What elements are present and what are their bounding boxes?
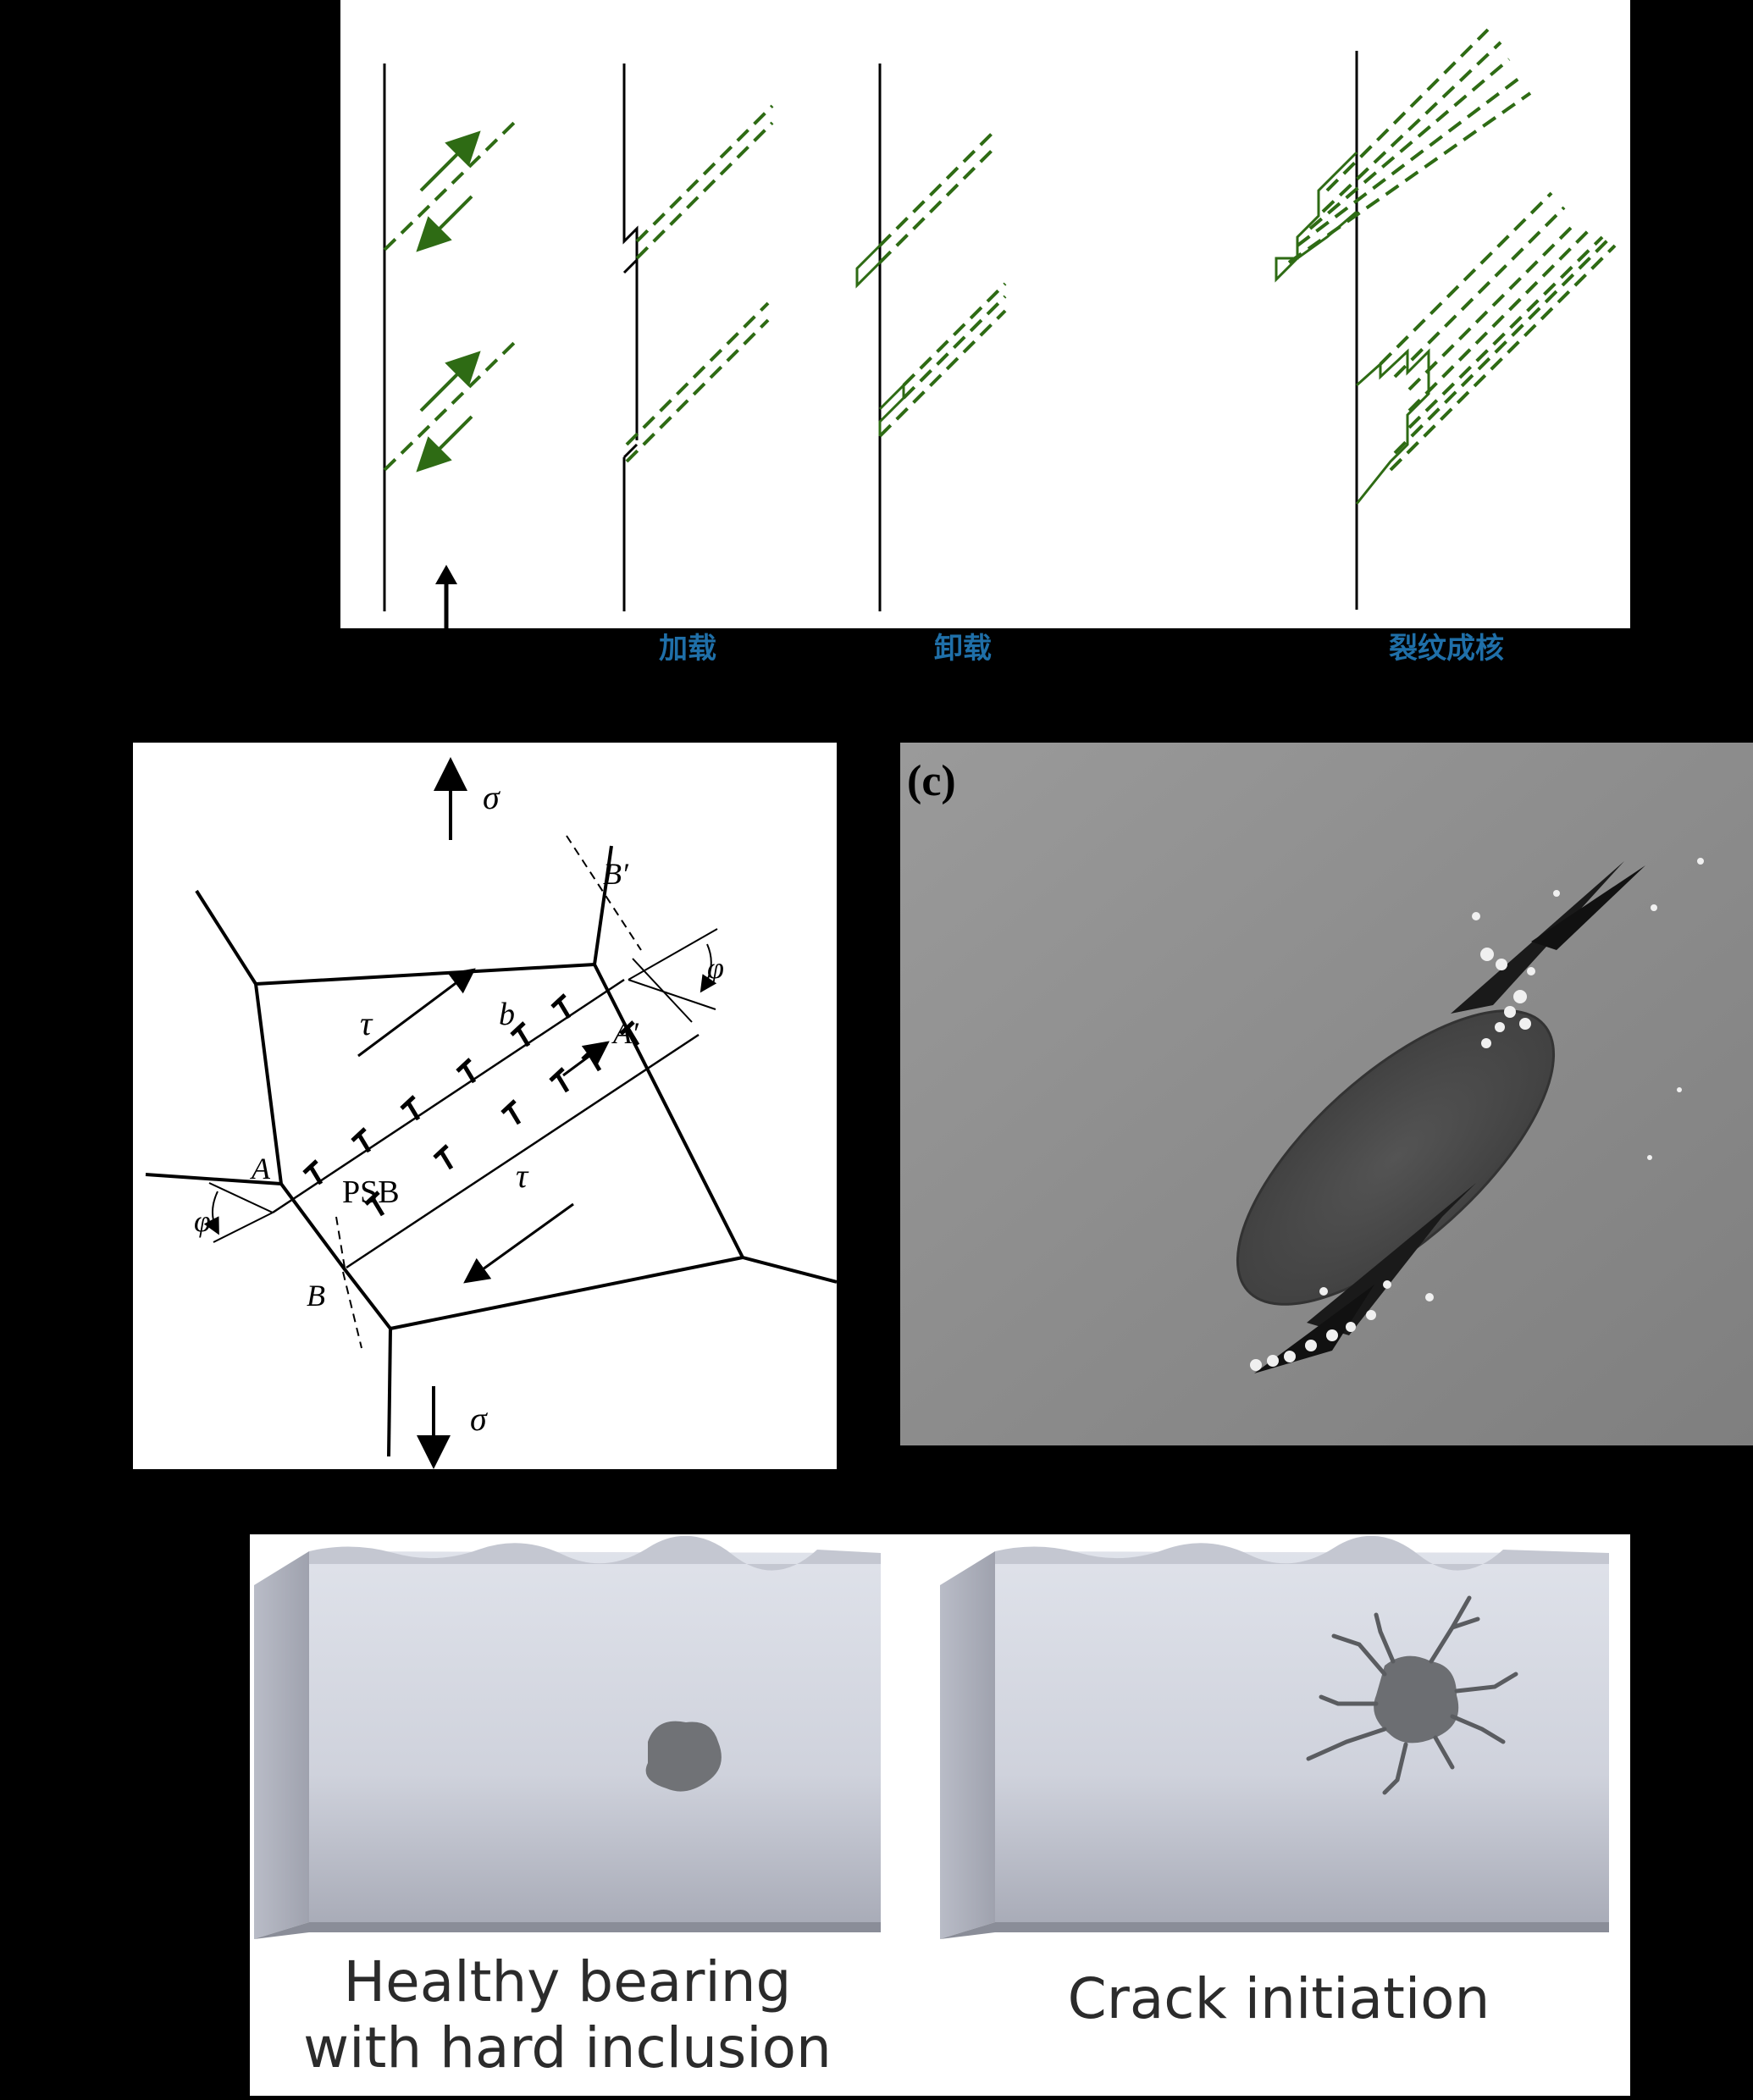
inclusion bbox=[1236, 861, 1645, 1373]
burgers-vector-label: b bbox=[499, 997, 515, 1032]
tau-upper-label: τ bbox=[360, 1004, 373, 1042]
bearing-illustrations bbox=[254, 1535, 1609, 1939]
point-b-prime-label: B′ bbox=[603, 857, 629, 891]
sigma-bottom-label: σ bbox=[470, 1400, 488, 1438]
micrograph-panel: (c) bbox=[900, 743, 1753, 1445]
hard-inclusion bbox=[645, 1721, 722, 1792]
phi-left-label: φ bbox=[194, 1204, 211, 1238]
slip-sequence-diagram bbox=[383, 28, 1617, 628]
stage-label-unloading: 卸载 bbox=[934, 632, 992, 666]
healthy-bearing-caption: Healthy bearing with hard inclusion bbox=[303, 1949, 832, 2081]
crack-initiation-block bbox=[940, 1535, 1609, 1939]
stage-label-loading: 加载 bbox=[659, 632, 716, 666]
point-a-prime-label: A′ bbox=[611, 1016, 639, 1050]
inclusion-micrograph: (c) bbox=[900, 743, 1753, 1445]
point-a-label: A bbox=[250, 1152, 271, 1185]
bearing-panel: Healthy bearing with hard inclusion Crac… bbox=[250, 1534, 1630, 2096]
stage-loading bbox=[622, 64, 774, 611]
stage-unloading bbox=[855, 64, 1007, 611]
healthy-bearing-block bbox=[254, 1535, 881, 1939]
crack-initiation-caption: Crack initiation bbox=[1067, 1966, 1490, 2031]
stage-label-crack-nucleation: 裂纹成核 bbox=[1389, 632, 1504, 666]
precipitates bbox=[1250, 858, 1704, 1371]
tau-lower-label: τ bbox=[516, 1157, 529, 1195]
point-b-label: B bbox=[307, 1279, 325, 1312]
micrograph-panel-label: (c) bbox=[907, 757, 956, 805]
stage-initial bbox=[383, 64, 516, 628]
psb-grain-diagram: σ σ τ τ b PSB A A′ B B′ φ φ bbox=[145, 757, 838, 1469]
stage-crack-nucleation bbox=[1275, 28, 1617, 610]
phi-right-label: φ bbox=[707, 951, 724, 985]
cracked-inclusion bbox=[1306, 1595, 1518, 1795]
slip-sequence-panel bbox=[340, 0, 1630, 628]
psb-grain-panel: σ σ τ τ b PSB A A′ B B′ φ φ bbox=[133, 743, 838, 1469]
psb-label: PSB bbox=[342, 1174, 400, 1210]
sigma-top-label: σ bbox=[483, 778, 500, 816]
